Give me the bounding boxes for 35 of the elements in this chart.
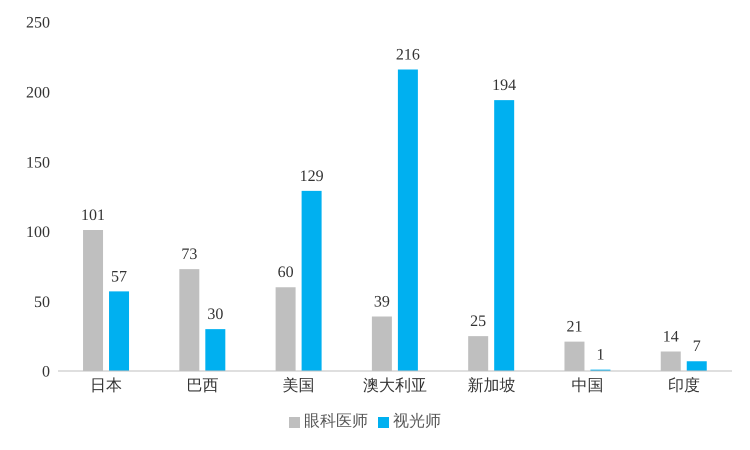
y-tick-label: 200 xyxy=(26,84,50,102)
data-label: 129 xyxy=(300,168,324,185)
data-label: 25 xyxy=(470,313,486,330)
data-label: 7 xyxy=(692,338,701,356)
data-label: 14 xyxy=(662,328,679,346)
y-tick-label: 150 xyxy=(26,154,50,172)
legend-label: 视光师 xyxy=(393,413,441,430)
x-tick-label: 新加坡 xyxy=(467,376,516,394)
x-tick-label: 美国 xyxy=(282,376,315,394)
x-tick-label: 巴西 xyxy=(186,377,218,394)
bar xyxy=(494,100,514,371)
bar xyxy=(398,69,418,371)
y-tick-label: 100 xyxy=(26,224,50,242)
data-label: 39 xyxy=(374,294,390,311)
x-tick-label: 澳大利亚 xyxy=(363,376,427,394)
legend-label: 眼科医师 xyxy=(304,413,368,430)
y-tick-label: 250 xyxy=(26,14,50,32)
data-label: 73 xyxy=(181,246,198,264)
bar xyxy=(686,361,707,371)
x-tick-label: 印度 xyxy=(668,376,700,394)
data-label: 21 xyxy=(566,318,582,336)
bar xyxy=(109,291,130,371)
y-tick-label: 50 xyxy=(34,294,50,311)
y-tick-label: 0 xyxy=(42,364,50,381)
data-label: 194 xyxy=(492,77,516,94)
data-label: 30 xyxy=(207,306,224,324)
bar xyxy=(302,190,322,371)
x-tick-label: 日本 xyxy=(90,376,122,394)
data-label: 101 xyxy=(81,207,106,224)
data-label: 60 xyxy=(278,264,294,282)
bar xyxy=(205,329,226,371)
data-label: 57 xyxy=(111,268,128,286)
x-tick-label: 中国 xyxy=(572,376,604,394)
data-label: 1 xyxy=(596,346,604,364)
data-label: 216 xyxy=(396,46,420,64)
